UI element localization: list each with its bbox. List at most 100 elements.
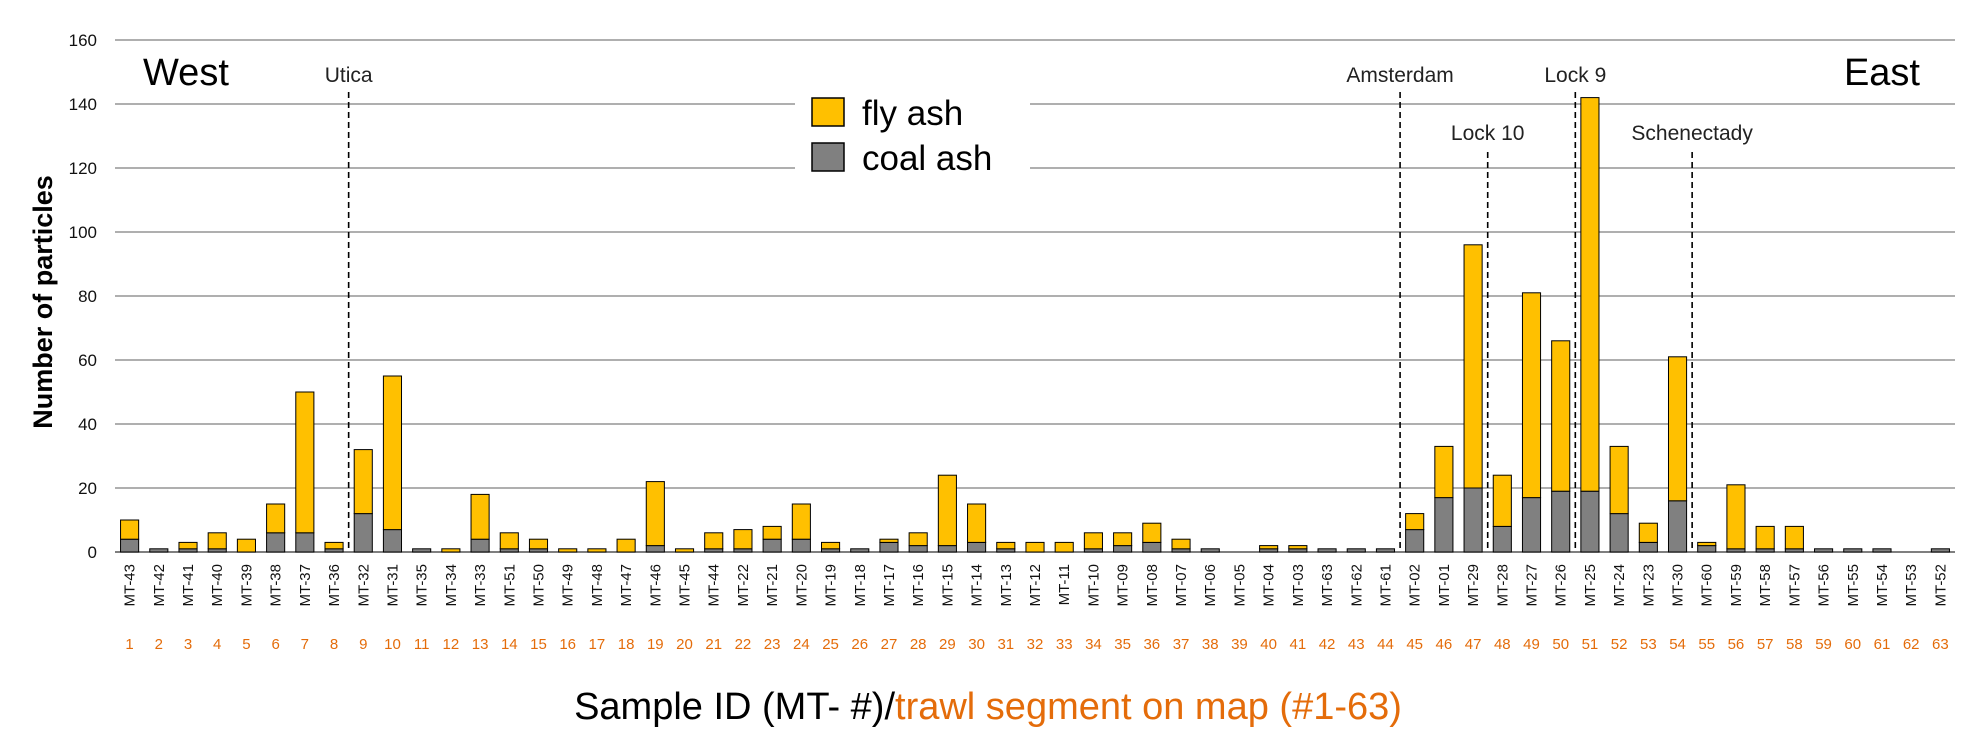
x-category-label: MT-59 bbox=[1728, 564, 1745, 607]
x-segment-label: 35 bbox=[1114, 636, 1131, 653]
x-category-label: MT-15 bbox=[939, 564, 956, 607]
y-tick-label: 40 bbox=[78, 415, 97, 434]
x-segment-label: 20 bbox=[676, 636, 693, 653]
x-category-label: MT-07 bbox=[1173, 564, 1190, 607]
bar-coal-ash bbox=[1142, 541, 1162, 553]
bar-fly-ash bbox=[1551, 340, 1571, 492]
bar-fly-ash bbox=[1667, 356, 1688, 502]
bar-fly-ash bbox=[441, 548, 461, 553]
x-segment-label: 31 bbox=[997, 636, 1014, 653]
bar-coal-ash bbox=[1551, 490, 1571, 553]
bar-fly-ash bbox=[1288, 545, 1308, 550]
bar-fly-ash bbox=[1784, 525, 1804, 550]
legend-swatch-fly-ash bbox=[811, 97, 845, 127]
x-category-label: MT-14 bbox=[969, 564, 986, 607]
bar-fly-ash bbox=[1083, 532, 1103, 550]
y-tick-label: 120 bbox=[69, 159, 97, 178]
y-tick-label: 140 bbox=[69, 95, 97, 114]
bar-fly-ash bbox=[324, 541, 344, 550]
bar-coal-ash bbox=[1492, 525, 1512, 553]
bar-coal-ash bbox=[266, 532, 286, 553]
legend-swatch-coal-ash bbox=[811, 142, 845, 172]
x-segment-label: 41 bbox=[1290, 636, 1307, 653]
x-category-label: MT-40 bbox=[209, 564, 226, 607]
x-segment-label: 17 bbox=[589, 636, 606, 653]
y-tick-label: 100 bbox=[69, 223, 97, 242]
bar-coal-ash bbox=[1521, 497, 1542, 553]
x-segment-label: 38 bbox=[1202, 636, 1219, 653]
legend: fly ash coal ash bbox=[795, 88, 1030, 178]
bar-fly-ash bbox=[1580, 97, 1600, 492]
x-segment-label: 61 bbox=[1874, 636, 1891, 653]
x-category-label: MT-50 bbox=[530, 564, 547, 607]
bar-fly-ash bbox=[1521, 292, 1542, 499]
x-category-label: MT-34 bbox=[443, 564, 460, 607]
bar-coal-ash bbox=[1200, 548, 1220, 553]
x-segment-label: 30 bbox=[968, 636, 985, 653]
bar-fly-ash bbox=[762, 525, 782, 540]
x-segment-label: 51 bbox=[1582, 636, 1599, 653]
bar-fly-ash bbox=[266, 503, 286, 534]
x-segment-label: 32 bbox=[1027, 636, 1044, 653]
bar-fly-ash bbox=[1405, 513, 1425, 531]
location-annotations: Utica Amsterdam Lock 10 Lock 9 Schenectady bbox=[325, 64, 1753, 552]
bar-coal-ash bbox=[1346, 548, 1366, 553]
x-category-label: MT-26 bbox=[1553, 564, 1570, 607]
x-category-label: MT-03 bbox=[1290, 564, 1307, 607]
bar-coal-ash bbox=[1930, 548, 1950, 553]
bar-fly-ash bbox=[674, 548, 695, 553]
bar-fly-ash bbox=[207, 532, 227, 550]
bar-coal-ash bbox=[1113, 545, 1133, 553]
x-category-label: MT-62 bbox=[1348, 564, 1365, 607]
x-segment-label: 24 bbox=[793, 636, 810, 653]
bar-fly-ash bbox=[1259, 545, 1279, 550]
x-axis-segment-labels: 1 2 3 4 5 6 7 8 9 10 11 12 13 14 15 16 17 18 19 20 21 22 23 24 2… bbox=[125, 636, 1948, 653]
bar-fly-ash bbox=[1463, 244, 1483, 489]
x-segment-label: 15 bbox=[530, 636, 547, 653]
x-segment-label: 59 bbox=[1815, 636, 1832, 653]
x-segment-label: 6 bbox=[271, 636, 279, 653]
x-category-label: MT-31 bbox=[384, 564, 401, 607]
x-category-label: MT-25 bbox=[1582, 564, 1599, 607]
bar-fly-ash bbox=[733, 529, 753, 550]
bar-fly-ash bbox=[791, 503, 811, 540]
west-label: West bbox=[143, 52, 229, 94]
bar-fly-ash bbox=[821, 541, 841, 550]
east-label: East bbox=[1844, 52, 1920, 94]
x-category-label: MT-37 bbox=[297, 564, 314, 607]
x-segment-label: 33 bbox=[1056, 636, 1073, 653]
x-segment-label: 37 bbox=[1173, 636, 1190, 653]
x-category-label: MT-09 bbox=[1115, 564, 1132, 607]
bar-coal-ash bbox=[1463, 487, 1483, 553]
x-category-label: MT-17 bbox=[881, 564, 898, 607]
x-segment-label: 14 bbox=[501, 636, 518, 653]
y-tick-label: 60 bbox=[78, 351, 97, 370]
annotation-label: Lock 9 bbox=[1544, 64, 1606, 87]
bar-coal-ash bbox=[1814, 548, 1834, 553]
bar-fly-ash bbox=[879, 538, 899, 543]
y-tick-label: 80 bbox=[78, 287, 97, 306]
x-category-label: MT-58 bbox=[1757, 564, 1774, 607]
x-category-label: MT-29 bbox=[1465, 564, 1482, 607]
x-category-label: MT-06 bbox=[1202, 564, 1219, 607]
x-segment-label: 54 bbox=[1669, 636, 1686, 653]
bar-fly-ash bbox=[1142, 522, 1162, 543]
x-category-label: MT-49 bbox=[560, 564, 577, 607]
x-segment-label: 44 bbox=[1377, 636, 1394, 653]
y-axis-title: Number of particles bbox=[28, 175, 58, 429]
y-axis-ticks: 0 20 40 60 80 100 120 140 160 bbox=[69, 31, 97, 562]
x-category-label: MT-23 bbox=[1640, 564, 1657, 607]
bar-coal-ash bbox=[382, 529, 403, 553]
x-segment-label: 8 bbox=[330, 636, 338, 653]
x-segment-label: 22 bbox=[735, 636, 752, 653]
x-category-label: MT-36 bbox=[326, 564, 343, 607]
x-segment-label: 16 bbox=[559, 636, 576, 653]
x-segment-label: 50 bbox=[1552, 636, 1569, 653]
bar-fly-ash bbox=[382, 375, 403, 531]
annotation-label: Utica bbox=[325, 64, 373, 87]
x-category-label: MT-05 bbox=[1231, 564, 1248, 607]
bar-coal-ash bbox=[1405, 529, 1425, 553]
x-segment-label: 4 bbox=[213, 636, 221, 653]
annotation-label: Lock 10 bbox=[1451, 122, 1525, 145]
bar-coal-ash bbox=[1872, 548, 1892, 553]
